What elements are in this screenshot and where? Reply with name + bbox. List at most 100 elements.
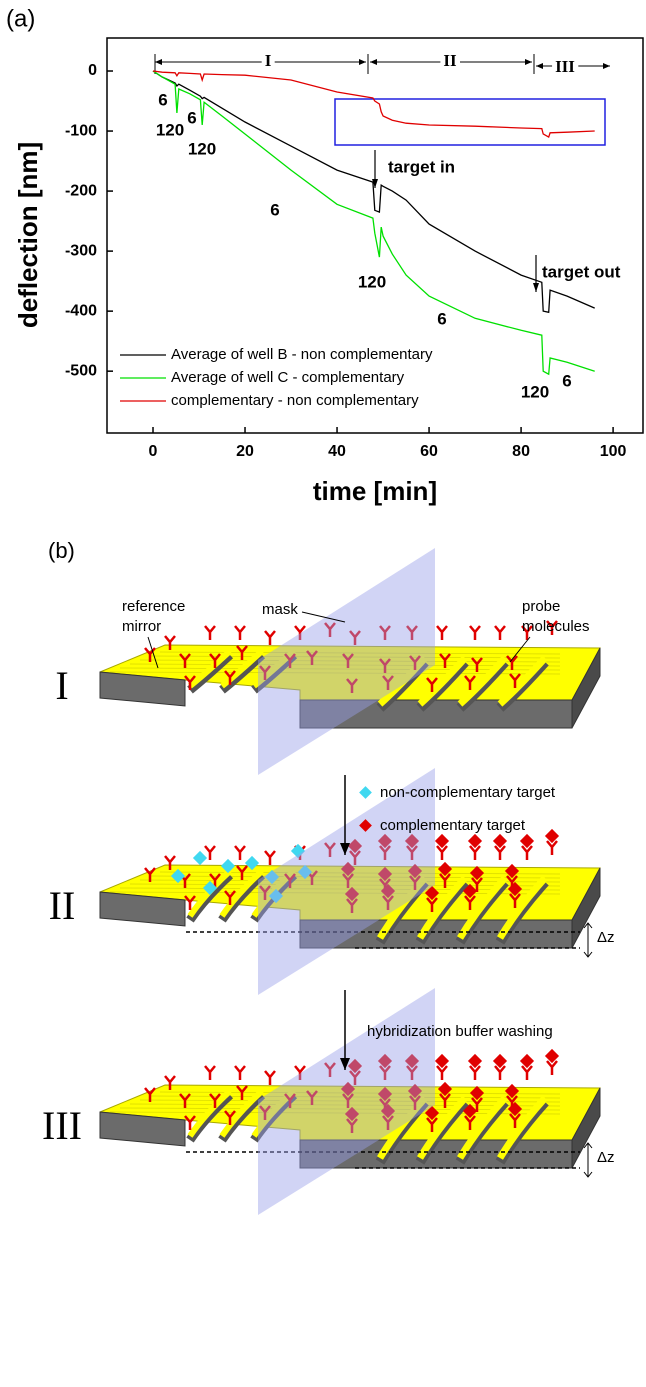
probe bbox=[464, 675, 476, 690]
dz-arrow bbox=[583, 922, 593, 958]
cantilever bbox=[417, 655, 468, 707]
target-noncomplementary bbox=[268, 888, 284, 904]
target-complementary bbox=[347, 1058, 363, 1074]
probe bbox=[184, 1115, 196, 1130]
legend-marker bbox=[359, 786, 372, 799]
probe bbox=[204, 1065, 216, 1080]
y-tick-label: -300 bbox=[65, 242, 97, 259]
probe bbox=[379, 625, 391, 640]
chip-groove bbox=[119, 1107, 561, 1111]
target-complementary bbox=[377, 866, 393, 882]
probe bbox=[236, 645, 248, 660]
probe bbox=[546, 840, 558, 855]
target-complementary bbox=[519, 833, 535, 849]
probe bbox=[406, 1065, 418, 1080]
probe bbox=[439, 873, 451, 888]
cantilever bbox=[497, 655, 548, 707]
target-complementary bbox=[507, 881, 523, 897]
probe bbox=[204, 625, 216, 640]
probe bbox=[294, 1065, 306, 1080]
cantilever bbox=[187, 868, 233, 918]
probe bbox=[342, 653, 354, 668]
probe bbox=[236, 1085, 248, 1100]
probe bbox=[436, 625, 448, 640]
mask bbox=[258, 988, 435, 1215]
annotation: 6 bbox=[158, 90, 167, 109]
probe bbox=[464, 1115, 476, 1130]
probe bbox=[264, 1070, 276, 1085]
probe bbox=[521, 845, 533, 860]
annotation: 120 bbox=[358, 272, 386, 291]
chip-groove bbox=[119, 667, 561, 671]
phase-label-bg bbox=[261, 50, 275, 70]
probe bbox=[164, 1075, 176, 1090]
probe bbox=[144, 867, 156, 882]
probe bbox=[324, 842, 336, 857]
target-complementary bbox=[407, 1083, 423, 1099]
probe bbox=[382, 675, 394, 690]
probe bbox=[144, 647, 156, 662]
probe bbox=[294, 625, 306, 640]
legend-label: Average of well C - complementary bbox=[171, 369, 405, 386]
probe bbox=[259, 1105, 271, 1120]
x-tick-label: 20 bbox=[236, 443, 254, 460]
probe bbox=[284, 873, 296, 888]
probe bbox=[426, 677, 438, 692]
annotation: 6 bbox=[437, 309, 446, 328]
probe bbox=[506, 655, 518, 670]
probe bbox=[164, 635, 176, 650]
probe bbox=[184, 675, 196, 690]
chip-groove bbox=[129, 883, 561, 887]
probe bbox=[406, 845, 418, 860]
dz-label: Δz bbox=[597, 929, 615, 946]
cantilever bbox=[457, 655, 508, 707]
probe bbox=[382, 1115, 394, 1130]
phase-label-bg bbox=[440, 50, 460, 70]
probe bbox=[264, 630, 276, 645]
chip-side bbox=[571, 867, 601, 949]
probe bbox=[509, 673, 521, 688]
target-complementary bbox=[424, 1105, 440, 1121]
panel-label: (b) bbox=[48, 538, 75, 563]
arrow-head bbox=[340, 1058, 350, 1070]
target-complementary bbox=[544, 828, 560, 844]
annotation: 6 bbox=[562, 371, 571, 390]
probe bbox=[164, 855, 176, 870]
chip-groove bbox=[139, 1099, 561, 1103]
mask bbox=[258, 548, 435, 775]
chip-side bbox=[571, 1087, 601, 1169]
stage: I bbox=[55, 548, 601, 775]
probe bbox=[259, 885, 271, 900]
target-complementary bbox=[340, 1081, 356, 1097]
probe bbox=[144, 1087, 156, 1102]
label: probe bbox=[522, 598, 560, 615]
probe bbox=[349, 630, 361, 645]
probe bbox=[342, 1093, 354, 1108]
chip-front bbox=[99, 891, 186, 927]
x-axis-title: time [min] bbox=[313, 476, 437, 506]
probe bbox=[469, 1065, 481, 1080]
chip-front bbox=[99, 1111, 186, 1147]
probe bbox=[284, 653, 296, 668]
target-complementary bbox=[434, 1053, 450, 1069]
probe bbox=[234, 625, 246, 640]
target-complementary bbox=[504, 863, 520, 879]
probe bbox=[346, 678, 358, 693]
target-complementary bbox=[377, 833, 393, 849]
y-tick-label: -400 bbox=[65, 302, 97, 319]
series-line bbox=[152, 70, 595, 376]
target-complementary bbox=[467, 833, 483, 849]
target-complementary bbox=[437, 1081, 453, 1097]
x-tick-label: 60 bbox=[420, 443, 438, 460]
leader bbox=[301, 611, 346, 623]
probe bbox=[379, 845, 391, 860]
probe bbox=[179, 1093, 191, 1108]
target-noncomplementary bbox=[202, 880, 218, 896]
target-noncomplementary bbox=[244, 855, 260, 871]
target-complementary bbox=[340, 861, 356, 877]
cantilever bbox=[416, 875, 468, 940]
cantilever bbox=[187, 1088, 233, 1138]
target-complementary bbox=[492, 1053, 508, 1069]
phase-label: I bbox=[265, 51, 272, 70]
label: reference bbox=[122, 598, 185, 615]
